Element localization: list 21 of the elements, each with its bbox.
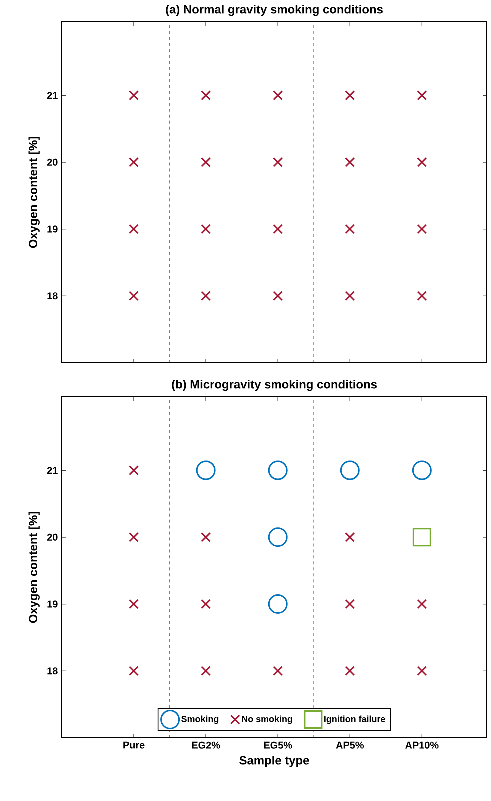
y-tick-label: 19 bbox=[48, 226, 58, 233]
y-axis-title: Oxygen content [%] bbox=[28, 137, 40, 248]
y-tick-label: 19 bbox=[48, 600, 58, 608]
y-tick-label: 18 bbox=[48, 668, 58, 675]
x-axis-title: Sample type bbox=[240, 756, 310, 768]
y-tick-label: 18 bbox=[48, 292, 58, 300]
y-tick-label: 21 bbox=[47, 92, 58, 100]
x-tick-label: EG5% bbox=[264, 742, 292, 749]
y-tick-label: 20 bbox=[47, 534, 58, 541]
y-axis-title: Oxygen content [%] bbox=[28, 512, 40, 624]
legend-label: No smoking bbox=[242, 716, 292, 724]
chart-title: (a) Normal gravity smoking conditions bbox=[166, 5, 383, 16]
x-tick-label: Pure bbox=[124, 742, 145, 749]
y-tick-label: 20 bbox=[47, 158, 58, 166]
x-tick-label: AP10% bbox=[406, 742, 439, 749]
chart-title: (b) Microgravity smoking conditions bbox=[172, 380, 377, 392]
x-tick-label: EG2% bbox=[192, 742, 220, 749]
legend-label: Smoking bbox=[182, 716, 219, 724]
legend-label: Ignition failure bbox=[324, 716, 386, 724]
y-tick-label: 21 bbox=[47, 467, 58, 474]
x-tick-label: AP5% bbox=[336, 742, 364, 749]
